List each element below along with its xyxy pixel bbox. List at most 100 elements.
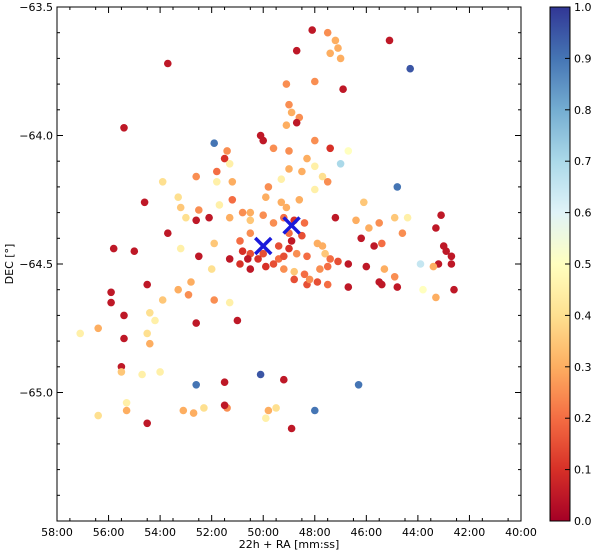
data-point: [282, 203, 291, 212]
data-point: [138, 370, 146, 379]
data-point: [164, 229, 172, 237]
data-point: [357, 234, 366, 243]
data-point: [290, 275, 299, 284]
data-point: [442, 247, 451, 255]
data-point: [334, 44, 342, 52]
data-point: [264, 183, 273, 191]
data-point: [323, 178, 332, 186]
data-point: [298, 231, 306, 240]
data-point: [303, 252, 311, 261]
data-point: [262, 193, 270, 201]
data-point: [393, 183, 402, 191]
x-tick-label: 48:00: [299, 526, 331, 539]
x-axis-label: 22h + RA [mm:ss]: [239, 538, 340, 551]
data-point: [238, 247, 247, 255]
data-point: [156, 368, 164, 376]
data-point: [280, 265, 288, 273]
data-point: [336, 54, 345, 63]
data-point: [210, 239, 218, 248]
y-tick-label: −64.5: [19, 258, 53, 271]
data-point: [292, 118, 301, 127]
data-point: [233, 316, 242, 325]
data-point: [432, 224, 440, 232]
data-point: [238, 208, 247, 217]
data-point: [94, 411, 102, 420]
data-point: [195, 252, 203, 261]
data-point: [311, 77, 319, 86]
data-point: [416, 260, 425, 268]
data-point: [213, 167, 221, 176]
y-tick-label: −63.5: [19, 1, 53, 14]
data-point: [117, 368, 126, 376]
data-point: [146, 339, 154, 348]
cluster-center-2: [282, 216, 301, 235]
data-point: [210, 296, 218, 304]
colorbar-tick-label: 0.3: [574, 361, 592, 374]
data-point: [344, 283, 353, 291]
data-point: [122, 406, 131, 415]
data-point: [380, 265, 389, 273]
data-point: [200, 404, 208, 412]
data-point: [311, 136, 319, 145]
data-point: [370, 242, 378, 250]
data-point: [210, 139, 218, 147]
data-point: [318, 242, 327, 250]
data-point: [334, 257, 342, 266]
data-point: [292, 249, 301, 258]
data-point: [187, 278, 195, 286]
data-point: [331, 213, 340, 222]
cluster-center-1: [253, 236, 273, 256]
data-point: [298, 167, 306, 176]
colorbar-tick-label: 0.1: [574, 464, 592, 477]
data-point: [285, 165, 293, 173]
data-point: [300, 270, 309, 279]
data-points: [76, 26, 458, 433]
data-point: [344, 260, 353, 268]
data-point: [354, 381, 363, 389]
data-point: [109, 244, 118, 253]
x-tick-label: 58:00: [41, 526, 73, 539]
data-point: [120, 311, 128, 320]
data-point: [225, 255, 234, 263]
data-point: [326, 255, 335, 263]
y-tick-label: −65.0: [19, 387, 53, 400]
data-point: [303, 154, 311, 163]
axes: 58:00 56:00 54:00 52:00 50:00 48:00 46:00 44:00…: [19, 1, 537, 539]
data-point: [344, 147, 353, 155]
data-point: [244, 255, 252, 263]
x-tick-label: 50:00: [247, 526, 279, 539]
colorbar-tick-label: 0.9: [574, 52, 592, 65]
data-point: [331, 36, 340, 45]
data-point: [246, 229, 255, 237]
data-point: [215, 201, 224, 209]
data-point: [94, 324, 102, 333]
data-point: [225, 213, 234, 222]
data-point: [323, 262, 332, 271]
data-point: [264, 406, 273, 415]
data-point: [352, 216, 360, 225]
data-point: [246, 265, 255, 273]
data-point: [192, 172, 200, 181]
colorbar-tick-label: 0.6: [574, 207, 592, 220]
data-point: [130, 247, 139, 255]
x-tick-label: 54:00: [144, 526, 176, 539]
data-point: [437, 211, 445, 219]
data-point: [390, 213, 399, 222]
data-point: [259, 136, 268, 145]
data-point: [195, 206, 203, 214]
data-point: [236, 260, 244, 268]
data-point: [225, 298, 234, 307]
data-point: [385, 36, 394, 45]
data-point: [393, 283, 402, 291]
data-point: [120, 334, 128, 343]
data-point: [207, 265, 216, 273]
data-point: [269, 144, 278, 153]
data-point: [76, 329, 84, 338]
data-point: [360, 198, 368, 207]
data-point: [375, 219, 384, 227]
data-point: [179, 406, 188, 415]
plot-area: [57, 7, 521, 521]
data-point: [140, 198, 149, 207]
data-point: [287, 237, 296, 245]
data-point: [282, 80, 291, 88]
